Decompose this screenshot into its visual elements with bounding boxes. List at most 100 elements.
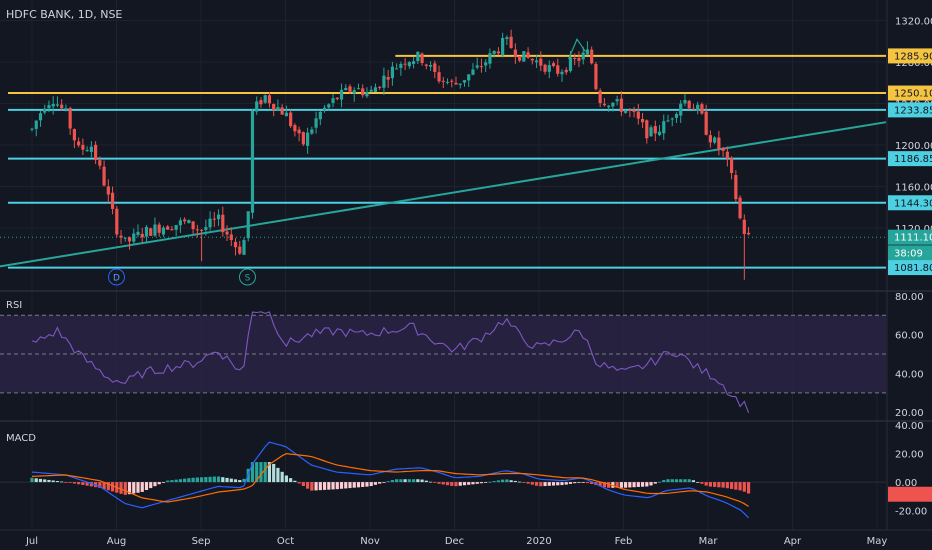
event-marker-label: S	[245, 274, 251, 284]
candle-body	[34, 120, 38, 129]
macd-histogram-bar	[272, 463, 276, 483]
candle-body	[38, 113, 43, 121]
macd-histogram-bar	[450, 482, 454, 486]
macd-histogram-bar	[382, 482, 386, 483]
candle-body	[547, 65, 551, 72]
candle-body	[742, 219, 746, 234]
candle-body	[98, 160, 102, 166]
candle-body	[250, 110, 255, 213]
candle-body	[246, 211, 250, 239]
candle-body	[225, 231, 229, 235]
macd-histogram-bar	[615, 482, 619, 488]
candle-body	[110, 192, 115, 209]
price-label-text: 1144.30	[894, 198, 932, 209]
macd-histogram-bar	[619, 482, 623, 488]
candle-body	[628, 109, 632, 111]
macd-histogram-bar	[403, 479, 407, 483]
candle-body	[450, 80, 454, 82]
macd-histogram-bar	[416, 479, 420, 483]
rsi-tick-label: 80.00	[895, 292, 924, 303]
candle-body	[149, 228, 153, 236]
candle-body	[276, 107, 280, 111]
price-label-text: 1233.85	[894, 105, 932, 116]
macd-histogram-bar	[501, 479, 505, 483]
macd-histogram-bar	[530, 482, 534, 485]
candle-body	[649, 127, 653, 137]
time-tick-label: Aug	[107, 536, 127, 547]
macd-histogram-bar	[607, 482, 611, 488]
time-tick-label: Sep	[192, 536, 211, 547]
macd-histogram-bar	[352, 482, 356, 488]
macd-histogram-bar	[564, 482, 568, 485]
macd-histogram-bar	[191, 477, 195, 483]
candle-body	[280, 107, 284, 115]
macd-histogram-bar	[551, 482, 556, 486]
candle-body	[119, 235, 123, 238]
candle-body	[361, 88, 365, 96]
candle-body	[272, 104, 276, 111]
candle-body	[445, 81, 450, 83]
macd-histogram-bar	[119, 482, 123, 494]
macd-histogram-bar	[51, 480, 55, 483]
candle-body	[738, 197, 742, 219]
candle-body	[200, 229, 204, 231]
candle-body	[115, 208, 119, 235]
candle-body	[568, 57, 573, 71]
candle-body	[339, 89, 344, 100]
macd-histogram-bar	[263, 462, 267, 483]
macd-histogram-bar	[306, 482, 310, 489]
candle-body	[640, 119, 645, 123]
macd-histogram-bar	[361, 482, 365, 487]
macd-histogram-bar	[390, 480, 394, 483]
event-marker	[108, 268, 125, 286]
candle-body	[522, 51, 526, 62]
rsi-tick-label: 40.00	[895, 369, 924, 380]
macd-histogram-bar	[539, 482, 543, 487]
macd-histogram-bar	[157, 482, 161, 485]
time-axis: Jul Aug Sep Oct Nov Dec 2020 Feb Mar Apr May	[25, 536, 887, 547]
macd-histogram-bar	[691, 480, 696, 483]
candle-body	[187, 220, 191, 224]
candle-body	[293, 125, 297, 132]
candle-body	[598, 90, 602, 104]
macd-histogram-bar	[556, 482, 560, 486]
triangle-pattern	[568, 37, 586, 60]
macd-histogram-bar	[700, 482, 704, 484]
macd-histogram-bar	[72, 482, 76, 484]
macd-histogram-bar	[742, 482, 746, 492]
candle-body	[691, 108, 696, 110]
candle-body	[64, 108, 68, 110]
candle-body	[183, 219, 187, 222]
macd-histogram-bar	[577, 482, 581, 483]
macd-tick-label: -20.00	[895, 507, 927, 518]
price-label-text: 1285.90	[894, 51, 932, 62]
candle-body	[467, 74, 471, 81]
macd-histogram-bar	[221, 477, 225, 483]
candle-body	[238, 246, 242, 254]
candle-body	[462, 80, 467, 83]
candle-body	[390, 66, 394, 79]
macd-histogram-bar	[365, 482, 369, 487]
macd-histogram-bar	[462, 482, 467, 486]
candle-body	[594, 63, 598, 90]
macd-histogram-bar	[670, 479, 674, 483]
macd-histogram-bar	[170, 480, 174, 483]
price-tick-label: 1200.00	[895, 141, 932, 152]
candle-body	[662, 121, 666, 134]
candle-body	[717, 137, 721, 150]
price-label-box	[888, 48, 932, 64]
macd-histogram-bar	[267, 462, 272, 483]
candle-body	[89, 146, 93, 152]
candle-body	[212, 218, 216, 220]
macd-histogram-bar	[106, 482, 110, 491]
macd-histogram-bar	[441, 482, 445, 485]
macd-histogram-bar	[730, 482, 734, 489]
macd-histogram-bar	[488, 481, 492, 483]
candle-body	[412, 61, 416, 64]
macd-histogram-bar	[632, 482, 636, 488]
macd-histogram-bar	[696, 482, 700, 483]
macd-histogram-bar	[590, 482, 594, 485]
candle-body	[267, 95, 272, 104]
macd-histogram-bar	[509, 480, 513, 483]
